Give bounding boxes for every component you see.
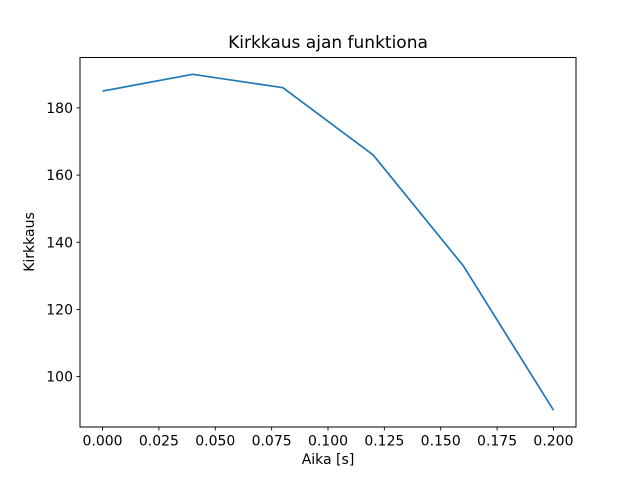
x-axis-label: Aika [s] (302, 452, 355, 468)
x-tick-label: 0.125 (364, 434, 404, 450)
y-axis-label: Kirkkaus (22, 212, 38, 272)
y-tick-label: 140 (46, 235, 73, 251)
axes-frame (79, 57, 577, 428)
data-series-line (102, 73, 555, 411)
x-tick-label: 0.150 (421, 434, 461, 450)
y-tick-label: 120 (46, 302, 73, 318)
plot-area: 0.000 0.025 0.050 0.075 0.100 0.125 0.150 0.175… (46, 57, 577, 450)
x-tick-label: 0.050 (195, 434, 235, 450)
x-tick-label: 0.000 (82, 434, 122, 450)
x-tick-label: 0.025 (139, 434, 179, 450)
x-tick-label: 0.200 (533, 434, 573, 450)
x-tick-label: 0.100 (308, 434, 348, 450)
y-tick-label: 180 (46, 101, 73, 117)
x-tick-label: 0.075 (252, 434, 292, 450)
x-tick-label: 0.175 (477, 434, 517, 450)
y-tick-label: 100 (46, 370, 73, 386)
y-tick-label: 160 (46, 168, 73, 184)
chart-title: Kirkkaus ajan funktiona (228, 33, 428, 53)
